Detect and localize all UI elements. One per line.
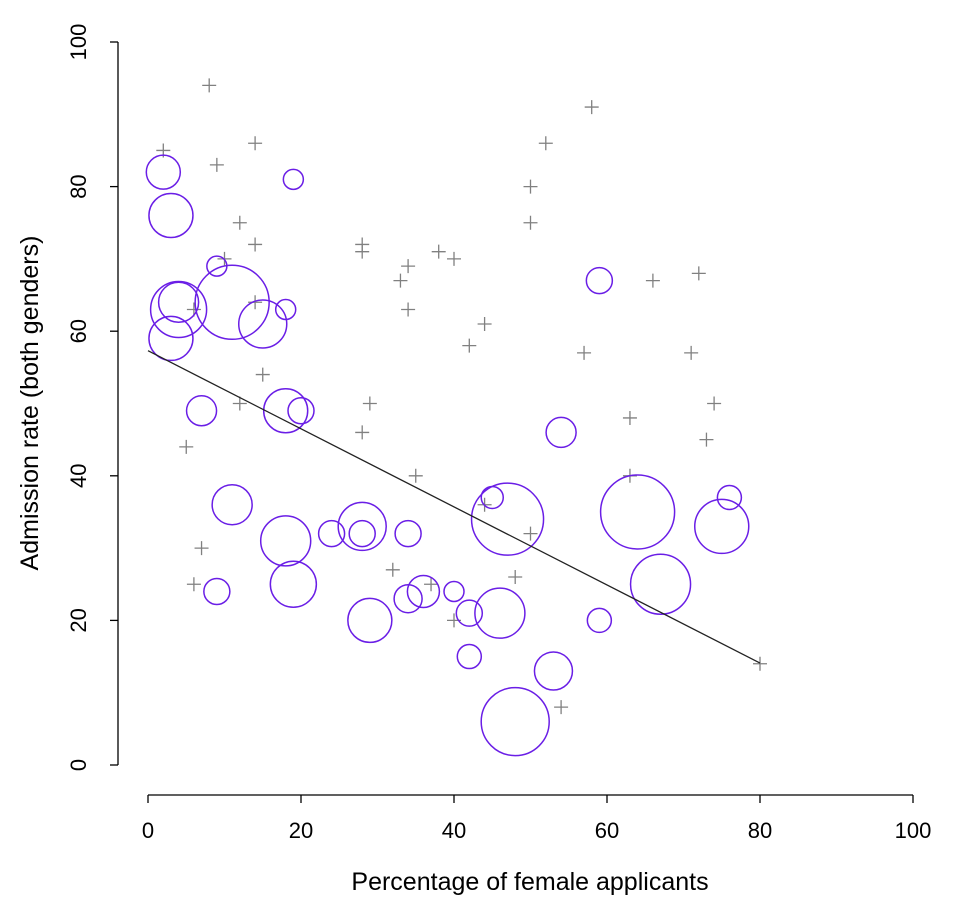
plus-point xyxy=(584,100,599,115)
y-tick-label: 0 xyxy=(66,759,91,771)
x-tick-label: 80 xyxy=(748,818,772,843)
axes xyxy=(117,42,913,796)
circle-point xyxy=(694,498,750,555)
plus-point xyxy=(622,410,637,425)
circle-point xyxy=(629,553,692,615)
plus-point xyxy=(248,295,263,310)
y-tick-label: 80 xyxy=(66,174,91,198)
plus-point xyxy=(186,577,201,592)
plus-point xyxy=(699,432,714,447)
plus-point xyxy=(554,700,569,715)
plus-point xyxy=(447,251,461,266)
x-axis-label: Percentage of female applicants xyxy=(351,868,708,896)
plus-point xyxy=(408,468,423,483)
x-ticks: 0 20 40 60 80 100 xyxy=(142,795,931,843)
circle-point xyxy=(480,686,550,757)
plus-point xyxy=(684,345,699,360)
y-tick-label: 60 xyxy=(66,319,91,343)
y-ticks: 0 20 40 60 80 100 xyxy=(66,24,118,771)
circle-point xyxy=(533,651,574,691)
circle-point xyxy=(474,587,526,639)
circle-point xyxy=(274,298,297,321)
plus-point xyxy=(179,439,194,454)
circle-point xyxy=(347,597,393,644)
plus-point xyxy=(577,345,592,360)
circle-point xyxy=(148,192,194,239)
circle-point xyxy=(211,483,253,526)
plus-point xyxy=(248,237,263,252)
plus-point xyxy=(255,367,270,382)
circle-point xyxy=(480,485,504,510)
circle-point xyxy=(148,315,194,362)
plus-point xyxy=(362,396,377,411)
plus-point xyxy=(355,425,370,440)
x-tick-label: 0 xyxy=(142,818,154,843)
plus-point xyxy=(355,244,370,259)
plus-point xyxy=(523,179,538,194)
circle-point xyxy=(470,482,545,556)
plus-point xyxy=(523,215,538,230)
circle-point xyxy=(455,599,484,627)
circle-point xyxy=(269,560,318,608)
y-axis-label: Admission rate (both genders) xyxy=(16,236,44,571)
plus-point xyxy=(248,136,263,151)
circle-point xyxy=(317,519,346,548)
circle-point xyxy=(348,519,376,548)
circle-point xyxy=(443,580,465,603)
y-tick-label: 40 xyxy=(66,464,91,488)
plus-point xyxy=(477,316,492,331)
plus-point xyxy=(401,302,416,317)
regression-line xyxy=(147,350,761,664)
circle-point xyxy=(238,299,288,349)
plus-point xyxy=(462,338,477,353)
circle-point xyxy=(203,577,231,606)
circle-point xyxy=(545,416,577,449)
plus-point xyxy=(691,266,706,281)
circle-point xyxy=(262,387,309,434)
plus-point xyxy=(401,259,416,274)
circle-point xyxy=(337,501,387,552)
plus-point xyxy=(385,562,400,577)
circle-point xyxy=(185,394,218,427)
circle-point xyxy=(259,515,312,567)
plus-point xyxy=(523,526,538,541)
plus-point xyxy=(232,215,247,230)
circle-point xyxy=(716,484,743,511)
circle-point xyxy=(599,474,676,550)
circle-point xyxy=(394,519,422,548)
y-tick-label: 20 xyxy=(66,608,91,632)
circle-point xyxy=(157,281,200,324)
plus-point xyxy=(431,244,446,259)
circle-point xyxy=(456,643,483,670)
circle-markers xyxy=(145,154,750,757)
plus-point xyxy=(194,541,209,556)
plus-point xyxy=(202,78,217,93)
circle-point xyxy=(585,266,614,295)
circle-point xyxy=(406,574,441,609)
plus-point xyxy=(645,273,660,288)
circle-point xyxy=(586,607,613,634)
plus-point xyxy=(707,396,722,411)
circle-point xyxy=(145,154,182,190)
x-tick-label: 60 xyxy=(595,818,619,843)
plus-point xyxy=(424,577,439,592)
x-tick-label: 100 xyxy=(895,818,932,843)
plus-markers xyxy=(156,78,767,715)
y-tick-label: 100 xyxy=(66,24,91,61)
plus-point xyxy=(508,570,523,585)
circle-point xyxy=(149,280,208,339)
circle-point xyxy=(282,168,305,191)
plus-point xyxy=(538,136,553,151)
x-tick-label: 20 xyxy=(289,818,313,843)
plus-point xyxy=(393,273,408,288)
plus-point xyxy=(209,157,224,172)
x-tick-label: 40 xyxy=(442,818,466,843)
circle-point xyxy=(194,264,270,341)
plus-point xyxy=(232,396,247,411)
circle-point xyxy=(287,396,315,425)
plus-point xyxy=(753,656,767,671)
